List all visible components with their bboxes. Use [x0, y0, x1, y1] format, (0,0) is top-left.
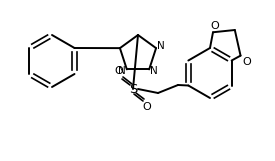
Text: S: S: [129, 82, 137, 95]
Text: N: N: [150, 66, 158, 76]
Text: O: O: [242, 57, 251, 67]
Text: N: N: [118, 66, 126, 76]
Text: O: O: [115, 66, 123, 76]
Text: O: O: [143, 102, 151, 112]
Text: N: N: [157, 41, 165, 51]
Text: O: O: [211, 21, 219, 31]
